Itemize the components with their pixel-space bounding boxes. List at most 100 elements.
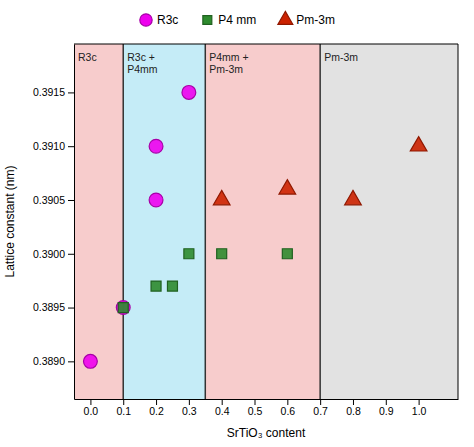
- series: [118, 249, 292, 313]
- legend: R3c P4 mm Pm-3m: [140, 11, 335, 27]
- y-tick-mark: [68, 361, 74, 362]
- y-axis-title: Lattice constant (nm): [3, 165, 17, 277]
- legend-label: P4 mm: [218, 13, 256, 27]
- point: [279, 180, 296, 194]
- point: [149, 193, 163, 207]
- y-tick-mark: [68, 254, 74, 255]
- y-tick-mark: [68, 146, 74, 147]
- y-tick-mark: [68, 92, 74, 93]
- point: [217, 249, 227, 259]
- x-tick-mark: [320, 399, 321, 405]
- legend-item: P4 mm: [203, 13, 256, 27]
- point: [84, 354, 98, 368]
- frame: [74, 44, 458, 45]
- region-label: P4mm +Pm-3m: [209, 51, 248, 75]
- legend-symbol: [140, 14, 152, 26]
- x-tick-mark: [386, 399, 387, 405]
- point: [167, 281, 177, 291]
- point: [345, 190, 362, 204]
- x-tick: 0.5: [248, 399, 263, 417]
- x-tick-mark: [353, 399, 354, 405]
- x-tick-mark: [419, 399, 420, 405]
- chart: R3cR3c +P4mmP4mm +Pm-3mPm-3m0.00.10.20.3…: [0, 0, 474, 447]
- divider: [205, 44, 207, 399]
- x-tick-mark: [287, 399, 288, 405]
- x-tick-label: 0.8: [346, 405, 361, 417]
- region-label-line: Pm-3m: [324, 51, 358, 63]
- region-label-line: R3c +: [127, 51, 155, 63]
- legend-item: R3c: [140, 13, 179, 27]
- y-tick-label: 0.3915: [33, 86, 65, 98]
- y-tick: 0.3915: [33, 86, 74, 98]
- x-tick: 0.3: [182, 399, 197, 417]
- point: [182, 85, 196, 99]
- x-tick-label: 0.1: [116, 405, 131, 417]
- y-tick: 0.3890: [33, 355, 74, 367]
- divider: [122, 44, 124, 399]
- region: [205, 44, 320, 399]
- x-tick-mark: [123, 399, 124, 405]
- x-tick: 0.4: [215, 399, 230, 417]
- x-tick-label: 0.3: [182, 405, 197, 417]
- region-label: R3c: [78, 51, 97, 63]
- legend-symbol: [278, 11, 293, 24]
- region-label-line: P4mm +: [209, 51, 248, 63]
- x-tick-label: 0.9: [379, 405, 394, 417]
- region-label: Pm-3m: [324, 51, 358, 63]
- y-tick-label: 0.3905: [33, 194, 65, 206]
- region: [74, 44, 123, 399]
- legend-label: R3c: [157, 13, 178, 27]
- y-tick: 0.3905: [33, 194, 74, 206]
- x-tick-label: 0.4: [215, 405, 230, 417]
- y-tick-label: 0.3910: [33, 140, 65, 152]
- marks: [74, 44, 458, 399]
- legend-item: Pm-3m: [278, 11, 335, 27]
- y-tick-label: 0.3900: [33, 248, 65, 260]
- region-label-line: P4mm: [127, 63, 158, 75]
- y-tick: 0.3910: [33, 140, 74, 152]
- x-tick: 0.1: [116, 399, 131, 417]
- region: [320, 44, 458, 399]
- x-axis-line: [75, 399, 459, 400]
- x-tick-mark: [156, 399, 157, 405]
- x-tick: 0.7: [313, 399, 328, 417]
- x-tick-label: 0.0: [84, 405, 99, 417]
- y-tick-label: 0.3890: [33, 355, 65, 367]
- x-tick: 0.6: [281, 399, 296, 417]
- point: [410, 137, 427, 151]
- x-tick-mark: [255, 399, 256, 405]
- region: [123, 44, 205, 399]
- region-label-line: R3c: [78, 51, 97, 63]
- x-tick-label: 0.2: [149, 405, 164, 417]
- x-axis-title: SrTiO₃ content: [227, 426, 306, 440]
- x-tick: 0.8: [346, 399, 361, 417]
- point: [282, 249, 292, 259]
- point: [116, 301, 130, 315]
- y-tick-mark: [68, 200, 74, 201]
- legend-symbol: [203, 16, 212, 25]
- point: [149, 139, 163, 153]
- x-tick-label: 1.0: [412, 405, 427, 417]
- x-tick: 1.0: [412, 399, 427, 417]
- region-label: R3c +P4mm: [127, 51, 158, 75]
- point: [118, 303, 128, 313]
- y-tick: 0.3895: [33, 301, 74, 313]
- plot: R3c R3c +P4mm P4mm +Pm-3m Pm-3m 0.0 0.1 0.2 0.3…: [3, 44, 459, 440]
- divider: [319, 44, 321, 399]
- x-tick: 0.0: [84, 399, 99, 417]
- x-tick: 0.2: [149, 399, 164, 417]
- frame: [458, 44, 459, 399]
- x-tick-mark: [222, 399, 223, 405]
- y-tick-mark: [68, 308, 74, 309]
- point: [184, 249, 194, 259]
- x-tick-mark: [90, 399, 91, 405]
- legend-label: Pm-3m: [296, 13, 335, 27]
- y-axis-line: [74, 45, 75, 400]
- y-tick: 0.3900: [33, 248, 74, 260]
- x-tick-mark: [189, 399, 190, 405]
- y-tick-label: 0.3895: [33, 301, 65, 313]
- series: [213, 137, 427, 205]
- x-tick-label: 0.6: [281, 405, 296, 417]
- x-tick: 0.9: [379, 399, 394, 417]
- region-labels: R3c R3c +P4mm P4mm +Pm-3m Pm-3m: [78, 51, 358, 75]
